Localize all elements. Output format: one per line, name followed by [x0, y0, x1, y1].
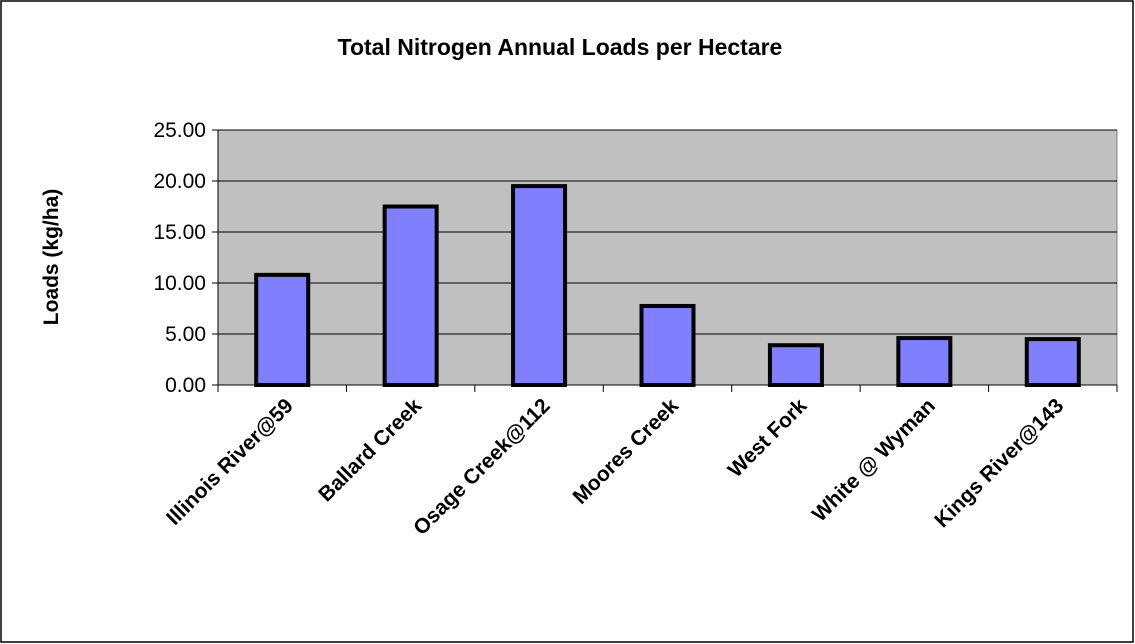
y-tick-label: 10.00: [153, 272, 206, 295]
y-axis-label: Loads (kg/ha): [40, 189, 63, 326]
bar: [254, 272, 311, 387]
y-tick-label: 20.00: [153, 170, 206, 193]
y-tick-label: 25.00: [153, 119, 206, 142]
bar: [511, 184, 568, 387]
y-tick-label: 0.00: [165, 374, 206, 397]
bar: [1024, 337, 1081, 388]
bar: [767, 343, 824, 387]
bar: [639, 303, 696, 388]
bar: [382, 204, 439, 387]
y-tick-label: 5.00: [165, 323, 206, 346]
y-tick-label: 15.00: [153, 221, 206, 244]
bar: [896, 336, 953, 387]
chart-title: Total Nitrogen Annual Loads per Hectare: [338, 34, 783, 60]
